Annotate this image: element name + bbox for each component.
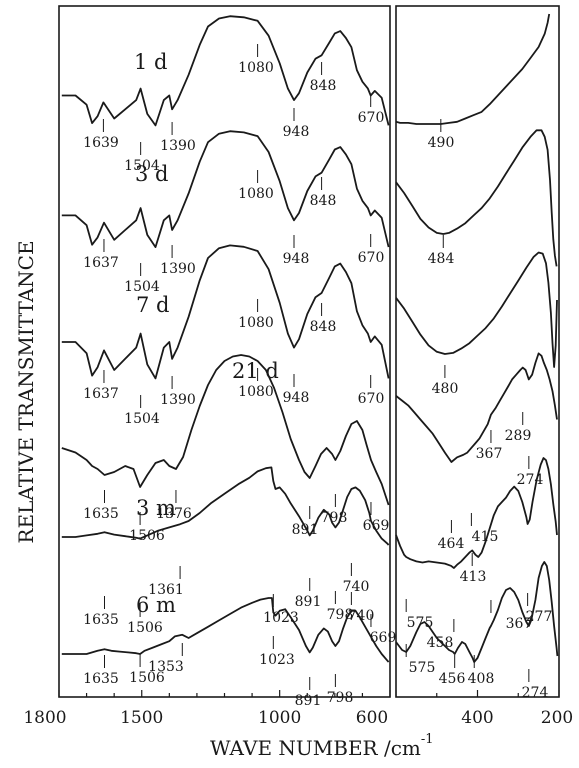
band-label-6-274: 274	[522, 685, 549, 701]
band-label-4-669: 669	[363, 518, 390, 534]
band-label-6-367: 367	[506, 616, 533, 632]
band-label-1-848: 848	[310, 78, 337, 94]
band-label-5-1635: 1635	[83, 612, 119, 628]
x-axis-label-exponent: -1	[420, 732, 434, 748]
x-tick-label-1000: 1000	[258, 708, 301, 728]
band-label-5-1506: 1506	[127, 620, 163, 636]
band-label-6-891: 891	[295, 693, 322, 709]
series-label-5: 3 m	[136, 496, 176, 520]
x-tick-label-200-right: 200	[541, 708, 573, 728]
band-label-4-1376: 1376	[156, 506, 192, 522]
band-label-3-1504: 1504	[124, 411, 160, 427]
band-label-1-490: 490	[428, 135, 455, 151]
band-label-4-289: 289	[505, 428, 532, 444]
band-label-4-464: 464	[438, 536, 465, 552]
band-label-3-848: 848	[310, 319, 337, 335]
band-label-6-798: 798	[327, 690, 354, 706]
band-label-5-575: 575	[407, 615, 434, 631]
band-label-1-1639: 1639	[83, 135, 119, 151]
band-label-6-575: 575	[409, 660, 436, 676]
band-label-2-1504: 1504	[124, 279, 160, 295]
band-label-2-1637: 1637	[83, 255, 119, 271]
band-label-4-367: 367	[476, 446, 503, 462]
band-label-5-891: 891	[295, 594, 322, 610]
band-label-3-948: 948	[283, 390, 310, 406]
band-label-4-1635: 1635	[83, 506, 119, 522]
series-label-3: 7 d	[136, 293, 169, 317]
band-label-2-1390: 1390	[160, 261, 196, 277]
band-label-4-891: 891	[292, 522, 319, 538]
band-label-4-415: 415	[472, 529, 499, 545]
spectrum-left-3	[61, 244, 390, 380]
spectrum-left-4	[61, 354, 390, 506]
x-tick-label-1800: 1800	[23, 708, 66, 728]
y-axis-label: RELATIVE TRANSMITTANCE	[14, 240, 38, 544]
band-label-3-480: 480	[432, 381, 459, 397]
x-tick-label-600: 600	[356, 708, 388, 728]
series-label-2: 3 d	[135, 162, 168, 186]
spectrum-right-5	[395, 457, 558, 569]
band-label-6-1353: 1353	[148, 659, 184, 675]
spectrum-left-6	[61, 597, 390, 663]
band-label-1-670: 670	[358, 110, 385, 126]
spectrum-right-6	[395, 561, 559, 663]
band-label-6-1506: 1506	[129, 670, 165, 686]
x-tick-label-400-right: 400	[461, 708, 493, 728]
series-label-1: 1 d	[134, 50, 167, 74]
band-label-6-408: 408	[468, 671, 495, 687]
spectrum-right-3	[395, 251, 558, 368]
band-label-6-1635: 1635	[83, 671, 119, 687]
band-label-6-740: 740	[348, 608, 375, 624]
series-label-6: 6 m	[136, 593, 176, 617]
band-label-3-670: 670	[358, 391, 385, 407]
band-label-3-1080: 1080	[238, 315, 274, 331]
band-label-5-1023: 1023	[263, 610, 299, 626]
x-axis-label: WAVE NUMBER /cm-1	[210, 732, 434, 760]
spectrum-left-2	[61, 130, 390, 248]
spectrum-left-5	[61, 466, 390, 546]
band-label-1-948: 948	[283, 124, 310, 140]
band-label-3-1637: 1637	[83, 386, 119, 402]
band-label-2-848: 848	[310, 193, 337, 209]
x-axis-label-text: WAVE NUMBER /cm	[210, 736, 421, 760]
band-label-5-740: 740	[343, 579, 370, 595]
band-label-2-1080: 1080	[238, 186, 274, 202]
band-label-2-948: 948	[283, 251, 310, 267]
series-label-4: 21 d	[232, 359, 279, 383]
spectrum-right-4	[395, 352, 558, 463]
band-label-1-1390: 1390	[160, 138, 196, 154]
band-label-4-798: 798	[321, 510, 348, 526]
band-label-5-413: 413	[460, 569, 487, 585]
band-label-1-1080: 1080	[238, 60, 274, 76]
band-label-3-1390: 1390	[160, 392, 196, 408]
band-label-5-1361: 1361	[148, 582, 184, 598]
band-label-6-456: 456	[439, 671, 466, 687]
band-label-2-670: 670	[358, 250, 385, 266]
right-panel-frame	[395, 5, 560, 698]
band-label-2-484: 484	[428, 251, 455, 267]
spectrum-right-1	[395, 13, 551, 125]
x-tick-label-1500: 1500	[120, 708, 163, 728]
spectrum-left-1	[61, 15, 390, 127]
band-label-1-1504: 1504	[124, 158, 160, 174]
band-label-4-1080: 1080	[238, 384, 274, 400]
band-label-6-1023: 1023	[259, 652, 295, 668]
band-label-5-669: 669	[370, 630, 397, 646]
band-label-5-458: 458	[427, 635, 454, 651]
spectrum-right-2	[395, 129, 558, 267]
band-label-4-274: 274	[517, 472, 544, 488]
